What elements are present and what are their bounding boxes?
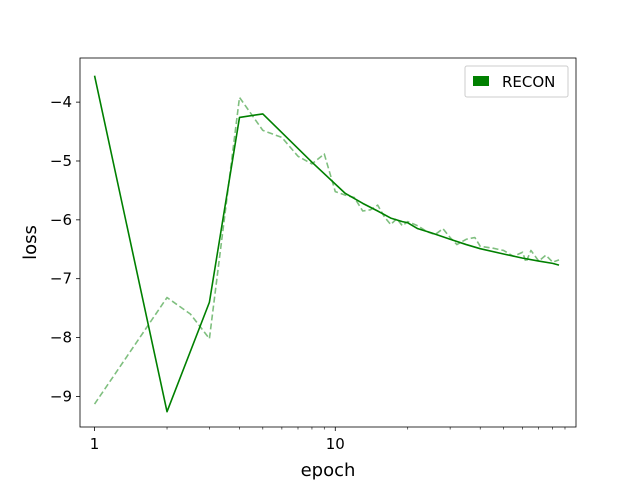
series-raw-line (93, 96, 560, 405)
legend-label: RECON (502, 73, 555, 91)
legend-swatch (473, 76, 489, 86)
legend-box (464, 65, 569, 98)
y-tick-label: −9 (50, 387, 72, 405)
y-tick-label: −6 (50, 211, 72, 229)
x-tick-label: 10 (326, 435, 345, 453)
y-tick-label: −7 (50, 270, 72, 288)
axes: 1 10 −9 −8 −7 −6 −5 −4 (50, 93, 566, 453)
y-tick-label: −4 (50, 93, 72, 111)
y-tick-label: −8 (50, 329, 72, 347)
series-recon-line (93, 75, 560, 413)
plot-area (93, 75, 560, 413)
legend: RECON (464, 65, 569, 98)
plot-frame (79, 57, 577, 428)
y-axis-label: loss (20, 225, 41, 260)
x-tick-label: 1 (90, 435, 100, 453)
x-axis-label: epoch (301, 460, 356, 480)
y-tick-label: −5 (50, 152, 72, 170)
